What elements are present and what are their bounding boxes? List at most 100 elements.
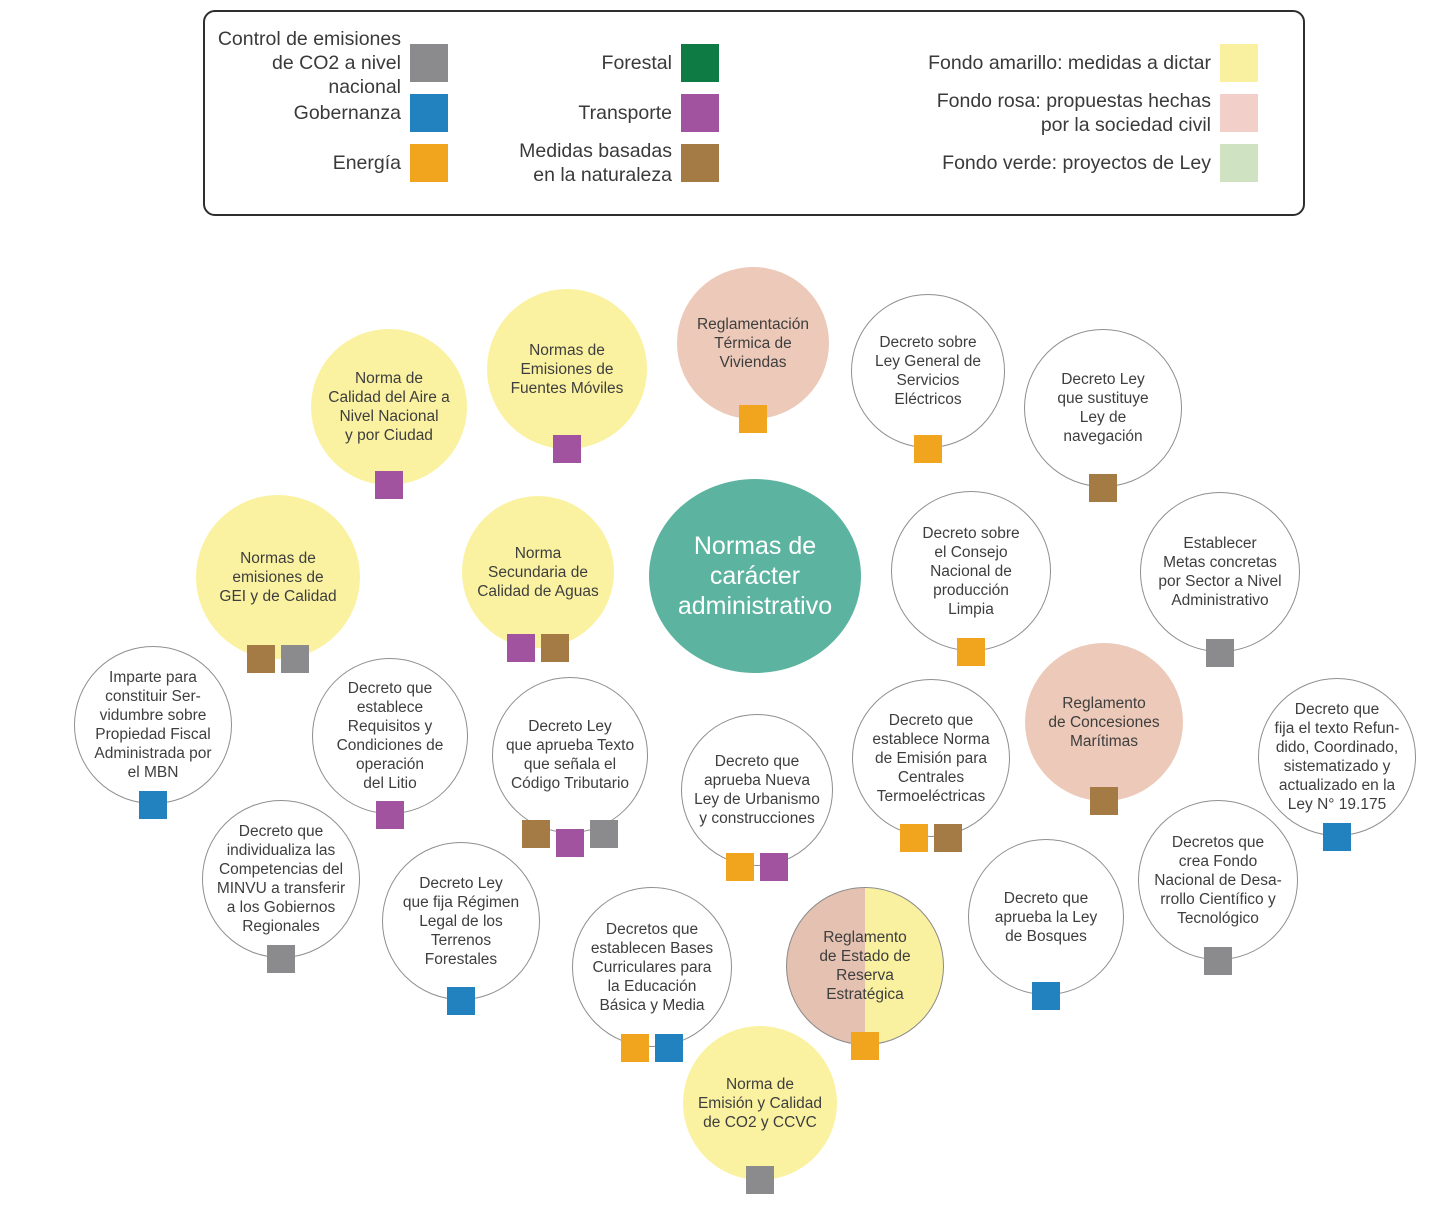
node-label: Decreto Ley que fija Régimen Legal de lo… — [402, 874, 520, 968]
node-label: Norma de Emisión y Calidad de CO2 y CCVC — [697, 1075, 823, 1131]
tag-square-energia — [621, 1034, 649, 1062]
tag-square-gobernanza — [1323, 823, 1351, 851]
node-label: Decreto Ley que sustituye Ley de navegac… — [1057, 371, 1149, 445]
node-label: Normas de Emisiones de Fuentes Móviles — [510, 341, 624, 397]
node-tag-squares — [914, 435, 942, 463]
tag-square-naturaleza — [247, 645, 275, 673]
node-calidad-aire: Norma de Calidad del Aire a Nivel Nacion… — [311, 329, 467, 499]
tag-square-co2 — [590, 820, 618, 848]
node-label: Imparte para constituir Ser- vidumbre so… — [94, 669, 212, 781]
tag-square-energia — [957, 638, 985, 666]
node-label: Decreto sobre Ley General de Servicios E… — [875, 334, 981, 408]
node-label: Decretos que establecen Bases Curricular… — [590, 920, 714, 1014]
tag-square-energia — [914, 435, 942, 463]
tag-square-gobernanza — [447, 987, 475, 1015]
node-label: Normas de emisiones de GEI y de Calidad — [219, 549, 337, 605]
node-label: Decreto Ley que aprueba Texto que señala… — [505, 718, 635, 792]
legend-group-backgrounds: Fondo amarillo: medidas a dictar Fondo r… — [905, 38, 1258, 188]
tag-square-co2 — [746, 1166, 774, 1194]
node-servidumbre-mbn: Imparte para constituir Ser- vidumbre so… — [74, 646, 232, 819]
legend-item-transporte: Transporte — [485, 88, 719, 138]
node-label: Decreto que aprueba la Ley de Bosques — [994, 889, 1098, 945]
node-tag-squares — [900, 824, 962, 852]
node-reglamentacion-termica: Reglamentación Térmica de Viviendas — [677, 267, 829, 433]
legend-swatch-fondo-verde — [1220, 144, 1258, 182]
node-tag-squares — [375, 471, 403, 499]
node-ley-bosques: Decreto que aprueba la Ley de Bosques — [968, 839, 1124, 1010]
legend-label: Energía — [332, 152, 401, 174]
node-tag-squares — [447, 987, 475, 1015]
tag-square-transporte — [507, 634, 535, 662]
legend-item-energia: Energía — [215, 138, 448, 188]
node-tag-squares — [139, 791, 167, 819]
tag-square-naturaleza — [522, 820, 550, 848]
legend-label: Fondo rosa: propuestas hechas por la soc… — [936, 90, 1211, 136]
tag-square-gobernanza — [1032, 982, 1060, 1010]
node-fuentes-moviles: Normas de Emisiones de Fuentes Móviles — [487, 289, 647, 463]
node-tag-squares — [247, 645, 309, 673]
node-gei-calidad: Normas de emisiones de GEI y de Calidad — [196, 495, 360, 673]
legend-swatch-energia — [410, 144, 448, 182]
node-label: Reglamento de Estado de Reserva Estratég… — [819, 929, 911, 1003]
tag-square-energia — [900, 824, 928, 852]
node-label: Decreto que individualiza las Competenci… — [216, 823, 346, 935]
tag-square-energia — [851, 1032, 879, 1060]
node-tag-squares — [746, 1166, 774, 1194]
legend-label: Transporte — [578, 102, 672, 124]
node-tag-squares — [267, 945, 295, 973]
node-tag-squares — [1323, 823, 1351, 851]
node-tag-squares — [1032, 982, 1060, 1010]
legend-label: Fondo amarillo: medidas a dictar — [928, 52, 1211, 74]
legend-label: Medidas basadas en la naturaleza — [519, 140, 672, 186]
node-tag-squares — [1206, 639, 1234, 667]
node-label: Norma Secundaria de Calidad de Aguas — [477, 544, 599, 600]
tag-square-co2 — [1206, 639, 1234, 667]
node-co2-ccvc: Norma de Emisión y Calidad de CO2 y CCVC — [683, 1026, 837, 1194]
node-label: Decreto que aprueba Nueva Ley de Urbanis… — [694, 753, 820, 827]
tag-square-transporte — [556, 829, 584, 857]
legend-swatch-naturaleza — [681, 144, 719, 182]
tag-square-co2 — [281, 645, 309, 673]
node-label: Establecer Metas concretas por Sector a … — [1158, 535, 1282, 609]
legend-group-categories-1: Control de emisiones de CO2 a nivel naci… — [215, 28, 448, 188]
legend-item-fondo-amarillo: Fondo amarillo: medidas a dictar — [905, 38, 1258, 88]
node-tag-squares — [376, 801, 404, 829]
node-label: Norma de Calidad del Aire a Nivel Nacion… — [328, 370, 450, 444]
tag-square-co2 — [267, 945, 295, 973]
node-center: Normas de carácter administrativo — [649, 479, 861, 673]
node-label: Decreto que fija el texto Refun- dido, C… — [1274, 701, 1400, 813]
tag-square-transporte — [760, 853, 788, 881]
node-label: Reglamento de Concesiones Marítimas — [1048, 694, 1160, 750]
node-bases-curriculares: Decretos que establecen Bases Curricular… — [572, 887, 732, 1062]
node-label: Decreto que establece Requisitos y Condi… — [336, 680, 444, 792]
node-fondo-cientifico: Decretos que crea Fondo Nacional de Desa… — [1138, 800, 1298, 975]
legend-item-fondo-rosa: Fondo rosa: propuestas hechas por la soc… — [905, 88, 1258, 138]
node-tag-squares — [851, 1032, 879, 1060]
node-tag-squares — [522, 820, 618, 857]
tag-square-naturaleza — [934, 824, 962, 852]
tag-square-energia — [739, 405, 767, 433]
node-label: Reglamentación Térmica de Viviendas — [696, 315, 809, 371]
node-tag-squares — [553, 435, 581, 463]
node-tag-squares — [1090, 787, 1118, 815]
tag-square-transporte — [376, 801, 404, 829]
node-calidad-aguas: Norma Secundaria de Calidad de Aguas — [462, 496, 614, 662]
node-litio: Decreto que establece Requisitos y Condi… — [312, 658, 468, 829]
tag-square-gobernanza — [655, 1034, 683, 1062]
node-minvu: Decreto que individualiza las Competenci… — [202, 800, 360, 973]
legend-item-naturaleza: Medidas basadas en la naturaleza — [485, 138, 719, 188]
legend-item-forestal: Forestal — [485, 38, 719, 88]
node-tag-squares — [621, 1034, 683, 1062]
node-termoelectricas: Decreto que establece Norma de Emisión p… — [852, 679, 1010, 852]
tag-square-naturaleza — [541, 634, 569, 662]
legend-label: Forestal — [601, 52, 672, 74]
node-terrenos-forestales: Decreto Ley que fija Régimen Legal de lo… — [382, 842, 540, 1015]
node-tag-squares — [726, 853, 788, 881]
legend-swatch-co2 — [410, 44, 448, 82]
node-label: Decretos que crea Fondo Nacional de Desa… — [1154, 833, 1282, 927]
node-tag-squares — [507, 634, 569, 662]
node-metas-concretas: Establecer Metas concretas por Sector a … — [1140, 492, 1300, 667]
legend-swatch-forestal — [681, 44, 719, 82]
node-concesiones-maritimas: Reglamento de Concesiones Marítimas — [1025, 643, 1183, 815]
